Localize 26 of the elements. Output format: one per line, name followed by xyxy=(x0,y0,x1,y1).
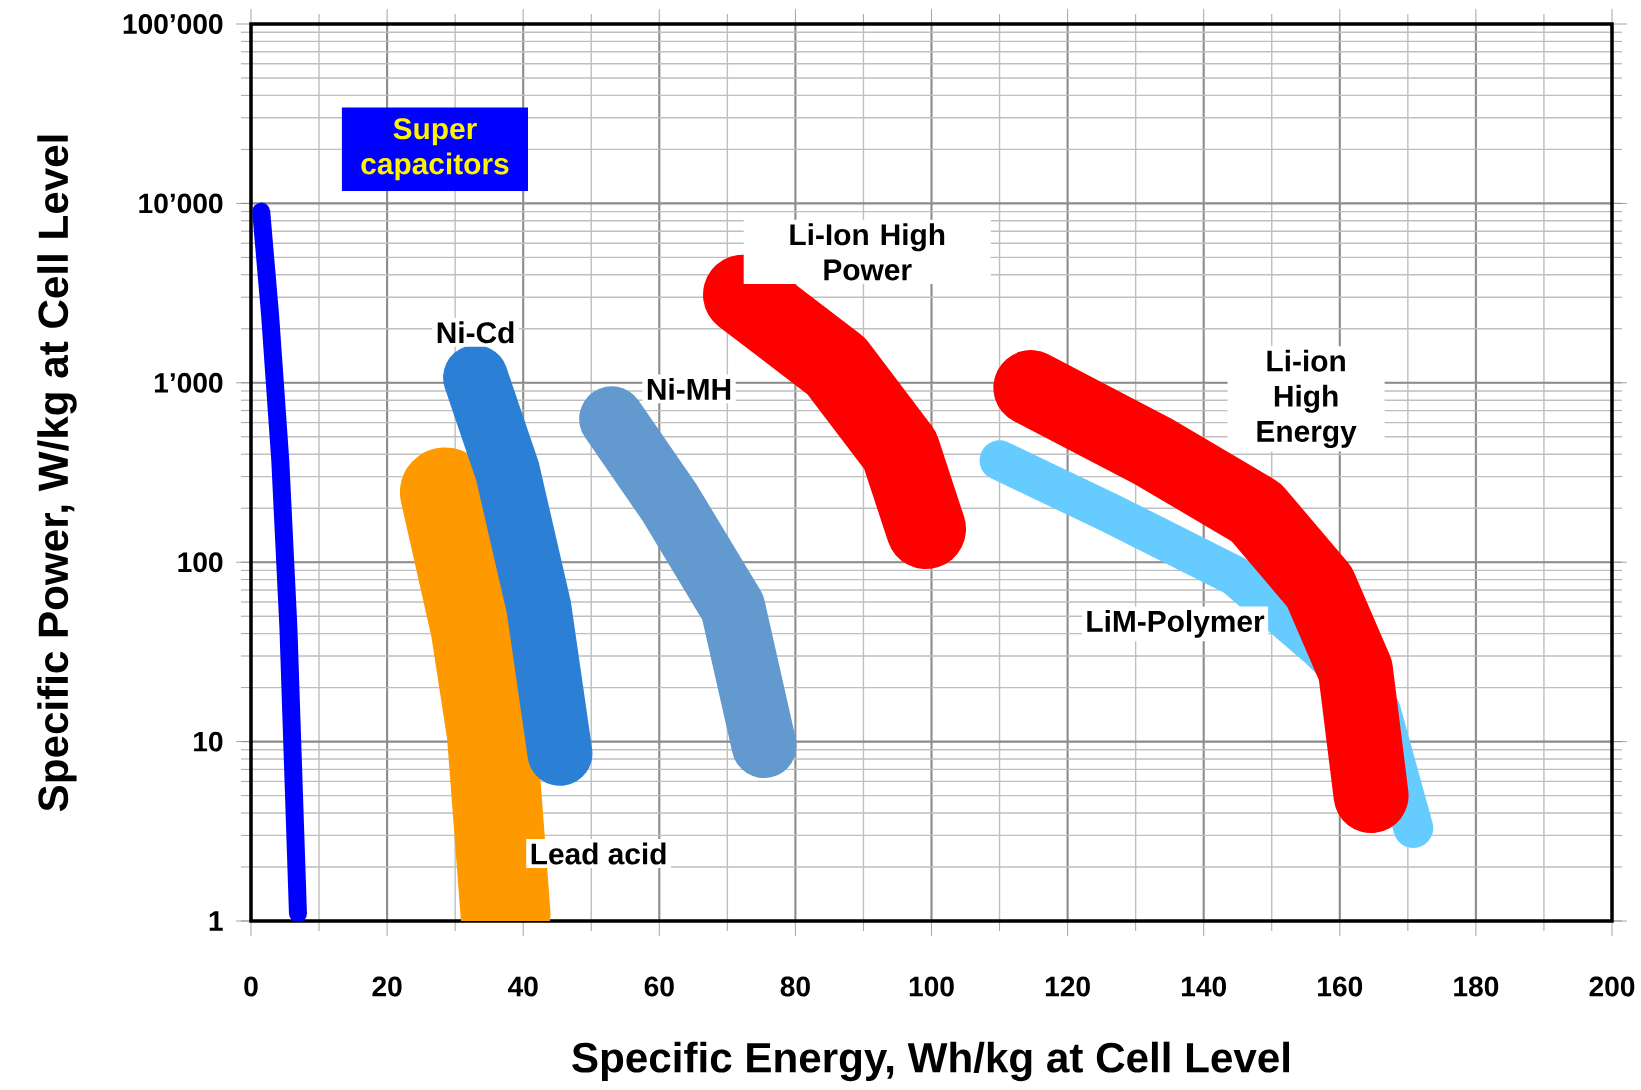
x-tick-label: 160 xyxy=(1318,976,1363,997)
series-label: LiM-Polymer xyxy=(1087,609,1265,638)
x-tick-label: 60 xyxy=(644,976,674,997)
x-tick-label: 100 xyxy=(909,976,954,997)
y-tick-label: 1’000 xyxy=(154,372,223,393)
series-label: Lead acid xyxy=(531,842,666,865)
series-label: Ni-Cd xyxy=(437,321,514,344)
y-tick-label: 1 xyxy=(209,911,223,931)
series-label: Li-ion High Energy xyxy=(1257,349,1357,448)
series-label: Ni-MH xyxy=(647,377,731,400)
x-tick-label: 20 xyxy=(372,976,402,997)
x-tick-label: 140 xyxy=(1182,976,1226,997)
x-tick-label: 40 xyxy=(508,976,538,997)
x-tick-label: 200 xyxy=(1589,976,1635,997)
text: Super capacitors xyxy=(361,118,509,181)
x-tick-label: 120 xyxy=(1045,976,1090,997)
x-tick-label: 80 xyxy=(780,976,810,997)
series-label: Li-Ion High Power xyxy=(790,223,945,281)
x-axis-title: Specific Energy, Wh/kg at Cell Level xyxy=(572,1041,1289,1082)
y-tick-label: 10’000 xyxy=(139,193,223,214)
y-tick-label: 100’000 xyxy=(123,14,223,34)
y-axis-title: Specific Power, W/kg at Cell Level xyxy=(37,135,77,812)
y-tick-label: 10 xyxy=(194,731,223,752)
x-tick-label: 0 xyxy=(244,976,258,997)
x-tick-label: 180 xyxy=(1454,976,1499,997)
y-tick-label: 100 xyxy=(178,552,223,573)
